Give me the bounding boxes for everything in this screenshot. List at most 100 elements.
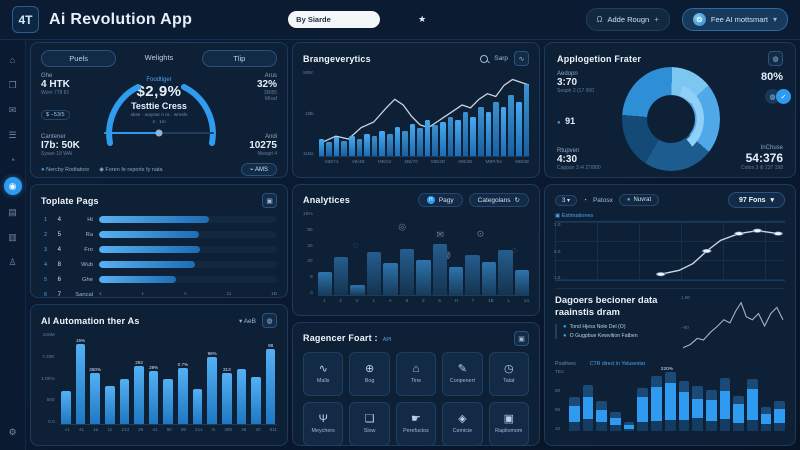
expand-icon[interactable]: ▣ bbox=[514, 331, 529, 346]
stat-value: I7b: 50K bbox=[41, 140, 80, 151]
stacked-bar: A-TIS bbox=[623, 369, 635, 450]
tab-puels[interactable]: Puels bbox=[41, 50, 117, 67]
bar-segment bbox=[719, 378, 731, 391]
axis-tick: L bbox=[507, 298, 511, 303]
feature-card-bog[interactable]: ⊕ Bog bbox=[349, 352, 390, 396]
slider-knob[interactable] bbox=[155, 129, 163, 137]
feature-card-slow[interactable]: ❏ Slow bbox=[349, 402, 390, 446]
stat-label: Arus bbox=[264, 73, 277, 79]
ctr-link[interactable]: CTR direct in Yelusestar bbox=[589, 361, 646, 367]
toplate-pags-panel: Toplate Pags ▣ 1 4 Ht 2 5 Ra 3 4 Fro 4 8 Wub 5 6 Ghe 6 7… bbox=[30, 184, 288, 298]
axis-tick: 1B bbox=[271, 292, 277, 297]
search-input[interactable]: By Siarde bbox=[288, 11, 381, 28]
feature-icon: ✎ bbox=[457, 363, 467, 375]
feature-card-cemicie[interactable]: ◈ Cemicie bbox=[442, 402, 483, 446]
dot-icon: ● bbox=[563, 323, 567, 330]
sparkline bbox=[683, 295, 785, 357]
wave-icon[interactable]: ∿ bbox=[514, 51, 529, 66]
count-select[interactable]: 3 ▾ bbox=[555, 194, 578, 206]
gauge-widget: Foodtiger $2,9% Testtie Cress skse · way… bbox=[96, 73, 223, 157]
row-name: Ht bbox=[87, 216, 93, 223]
table-row[interactable]: 1 4 Ht bbox=[41, 213, 277, 226]
search-value: By Siarde bbox=[296, 15, 331, 24]
search-icon[interactable] bbox=[480, 54, 489, 63]
fons-dropdown[interactable]: 97 Fons ▾ bbox=[728, 192, 785, 208]
bar bbox=[251, 376, 261, 424]
stacked-bar-chart: TEC 00 50 10 220% Girl DPS Smoul EI A-TIS SVACDB… bbox=[555, 367, 785, 450]
pagy-button[interactable]: H Pagy bbox=[417, 193, 463, 207]
sidebar-item-assistant[interactable]: ◉ bbox=[3, 177, 22, 195]
panel-title: Ragencer Foart : bbox=[303, 332, 378, 343]
table-row[interactable]: 5 6 Ghe bbox=[41, 273, 277, 286]
add-rough-button[interactable]: Ω Adde Rougn + bbox=[585, 8, 670, 31]
period-dropdown[interactable]: ▾ AeB bbox=[239, 317, 256, 325]
sarp-button[interactable]: Sarp bbox=[494, 55, 508, 62]
insights-toolbar: 3 ▾ ◔ Patosx ● Nuvrat 97 Fons ▾ bbox=[555, 192, 785, 208]
feature-label: Malls bbox=[316, 378, 330, 384]
table-row[interactable]: 4 8 Wub bbox=[41, 258, 277, 271]
feature-card-malls[interactable]: ∿ Malls bbox=[303, 352, 344, 396]
table-row[interactable]: 6 7 Sancal 4 1 A 11 1B bbox=[41, 288, 277, 301]
bulb-icon[interactable]: ◍ bbox=[262, 313, 277, 328]
feature-card-conpenert[interactable]: ✎ Conpenert bbox=[442, 352, 483, 396]
table-row[interactable]: 3 4 Fro bbox=[41, 243, 277, 256]
sidebar-item-devices[interactable]: ▥ bbox=[8, 231, 17, 242]
bar-segment bbox=[623, 422, 635, 425]
stacked-bar: Girl bbox=[569, 369, 580, 450]
api-link[interactable]: API bbox=[382, 336, 392, 343]
sidebar-item-user[interactable]: ♙ bbox=[8, 256, 17, 267]
categories-button[interactable]: Categolans ↻ bbox=[468, 193, 529, 207]
feature-card-perefuctos[interactable]: ☛ Perefuctos bbox=[395, 402, 437, 446]
sidebar-item-messages[interactable]: ✉ bbox=[8, 104, 17, 115]
sidebar-item-document[interactable]: ▤ bbox=[8, 206, 17, 217]
avatar[interactable]: ✓ bbox=[776, 89, 791, 104]
sidebar-item-menu[interactable]: ☰ bbox=[8, 129, 17, 140]
feature-card-talat[interactable]: ◷ Talat bbox=[488, 352, 529, 396]
circle-icon[interactable]: ◍ bbox=[768, 51, 783, 66]
bar-segment bbox=[610, 417, 621, 426]
bar bbox=[448, 266, 464, 295]
profile-menu-button[interactable]: ❂ Fee AI mottsmart ▾ bbox=[681, 8, 788, 31]
axis-tick: 100M bbox=[42, 333, 55, 338]
sidebar-item-home[interactable]: ⌂ bbox=[9, 55, 16, 65]
bar bbox=[523, 83, 530, 156]
feature-label: Talat bbox=[503, 378, 515, 384]
axis-tick: VB/4B bbox=[351, 159, 365, 164]
sidebar-item-windows[interactable]: ❐ bbox=[8, 79, 17, 90]
plus-icon: + bbox=[654, 15, 659, 24]
feature-card-rapliomom[interactable]: ▣ Rapliomom bbox=[488, 402, 529, 446]
feature-card-meychers[interactable]: Ψ Meychers bbox=[303, 402, 344, 446]
table-row[interactable]: 2 5 Ra bbox=[41, 228, 277, 241]
feature-card-tine[interactable]: ⌂ Tine bbox=[395, 352, 437, 396]
sidebar-item-settings[interactable]: ⚙ bbox=[5, 424, 21, 440]
stat-value: 32% bbox=[256, 79, 277, 90]
axis-tick: 41 bbox=[152, 427, 158, 432]
grid-icon[interactable]: ▣ bbox=[262, 193, 277, 208]
bar-segment bbox=[774, 422, 785, 431]
bar bbox=[514, 270, 530, 295]
gauge-slider[interactable] bbox=[104, 129, 214, 137]
nuvrat-button[interactable]: ● Nuvrat bbox=[618, 194, 660, 206]
automation-chart: 100M 7.20K 1.00% 500 0.0 15% 360% 292 29% 0.7% 96… bbox=[41, 333, 277, 425]
axis-tick: 14 bbox=[523, 298, 529, 303]
axis-tick: 11 bbox=[107, 427, 113, 432]
bar-segment bbox=[596, 409, 608, 423]
tab-tlip[interactable]: Tlip bbox=[201, 50, 277, 67]
axis-tick: 10 bbox=[555, 426, 561, 431]
axis-tick: 40 bbox=[307, 243, 313, 249]
favorite-star-icon[interactable]: ★ bbox=[418, 14, 427, 24]
estimates-legend: ▣ Estimationes bbox=[555, 213, 785, 219]
bar-segment bbox=[733, 422, 744, 431]
sidebar-item-pie-chart[interactable]: ◔ bbox=[9, 155, 16, 165]
tab-welights[interactable]: Welights bbox=[144, 53, 174, 62]
ams-button[interactable]: ⌁ AMS bbox=[241, 163, 277, 176]
positives-link[interactable]: Positives bbox=[555, 361, 576, 367]
axis-tick: 20 bbox=[307, 259, 313, 265]
gauge-value: $2,9% bbox=[136, 83, 182, 100]
axis-tick: 1 bbox=[372, 298, 376, 303]
profile-label: Fee AI mottsmart bbox=[710, 15, 768, 24]
applog-body: Aedopn 3:70 Seaph 2 (17 000 ● 91 Rtupven… bbox=[557, 67, 791, 171]
stat-label: Cantener bbox=[41, 134, 66, 140]
legend-square-icon: ▣ bbox=[555, 213, 561, 219]
axis-tick: MB/74 bbox=[325, 159, 339, 164]
